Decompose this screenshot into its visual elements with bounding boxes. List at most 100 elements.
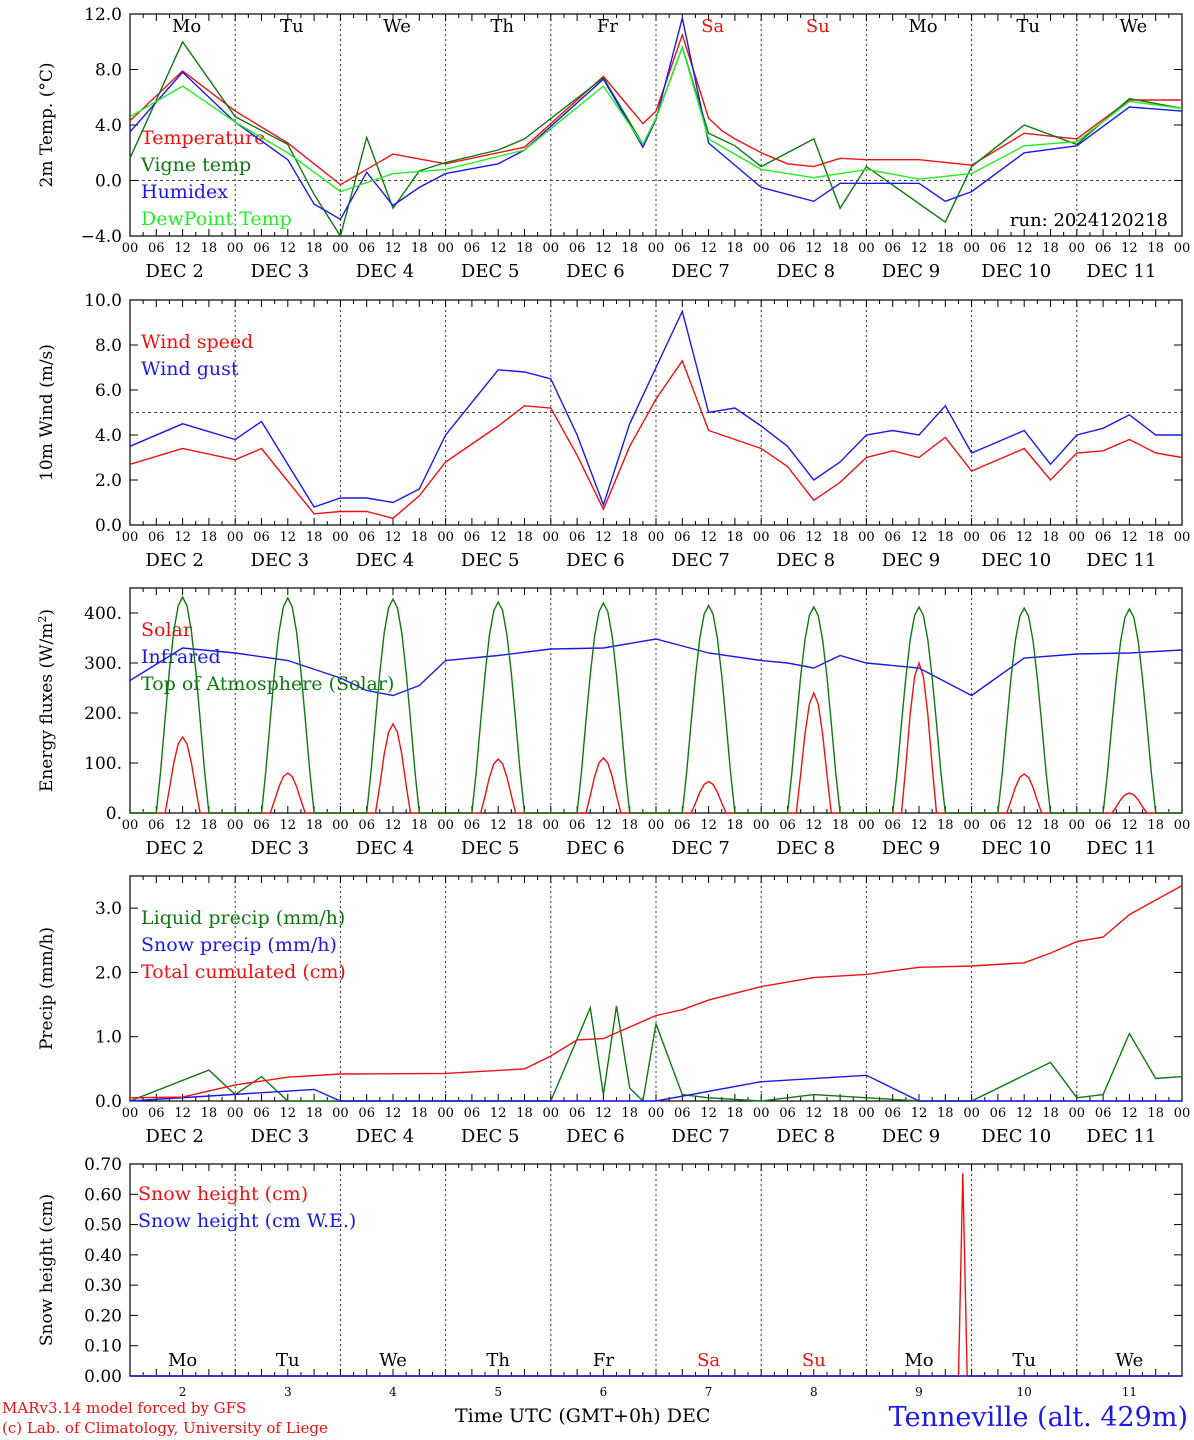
day-number-label: 6 <box>600 1385 608 1399</box>
hour-label: 06 <box>884 818 901 833</box>
hour-label: 12 <box>806 241 823 256</box>
hour-label: 00 <box>1069 530 1086 545</box>
y-axis-label: Energy fluxes (W/m2) <box>36 609 58 792</box>
day-label: DEC 7 <box>671 838 730 859</box>
hour-label: 06 <box>253 1106 270 1121</box>
y-axis-label-superscript: 2 <box>36 616 49 623</box>
hour-label: 12 <box>911 818 928 833</box>
hour-label: 12 <box>490 818 507 833</box>
legend-entry: Liquid precip (mm/h) <box>141 907 345 929</box>
hour-label: 06 <box>148 818 165 833</box>
hour-label: 00 <box>1174 1106 1191 1121</box>
y-tick-label: 0.40 <box>84 1246 122 1266</box>
series-line-infrared <box>129 638 1183 697</box>
hour-label: 12 <box>700 530 717 545</box>
hour-label: 18 <box>411 241 428 256</box>
hour-label: 12 <box>1121 530 1138 545</box>
hour-label: 06 <box>779 241 796 256</box>
day-label: DEC 10 <box>981 261 1051 282</box>
hour-label: 06 <box>358 530 375 545</box>
legend-entry: Infrared <box>141 646 221 668</box>
hour-label: 00 <box>648 818 665 833</box>
y-tick-label: 100. <box>84 754 122 774</box>
hour-label: 18 <box>306 818 323 833</box>
hour-label: 18 <box>1147 530 1164 545</box>
day-label: DEC 8 <box>777 261 836 282</box>
hour-label: 06 <box>569 1106 586 1121</box>
day-number-label: 3 <box>284 1385 292 1399</box>
day-label: DEC 11 <box>1086 1126 1156 1147</box>
hour-label: 12 <box>280 818 297 833</box>
hour-label: 06 <box>1095 241 1112 256</box>
weekday-label: Sa <box>697 1350 720 1371</box>
hour-label: 18 <box>937 1106 954 1121</box>
hour-label: 00 <box>122 818 139 833</box>
legend-entry: Total cumulated (cm) <box>141 961 346 983</box>
hour-label: 12 <box>280 530 297 545</box>
lab-credit: (c) Lab. of Climatology, University of L… <box>2 1419 328 1437</box>
hour-label: 12 <box>700 241 717 256</box>
y-tick-label: 2.0 <box>95 963 122 983</box>
hour-label: 00 <box>1174 818 1191 833</box>
hour-label: 06 <box>990 818 1007 833</box>
hour-label: 18 <box>1147 1106 1164 1121</box>
hour-label: 12 <box>1121 1106 1138 1121</box>
weekday-label: Tu <box>1016 16 1040 37</box>
day-label: DEC 11 <box>1086 261 1156 282</box>
hour-label: 18 <box>937 530 954 545</box>
x-axis-title: Time UTC (GMT+0h) DEC <box>455 1405 711 1427</box>
hour-label: 06 <box>990 241 1007 256</box>
weekday-label: Tu <box>276 1350 300 1371</box>
weekday-label: We <box>1120 16 1148 37</box>
hour-label: 06 <box>884 1106 901 1121</box>
hour-label: 00 <box>963 818 980 833</box>
weekday-label: Mo <box>172 16 201 37</box>
hour-label: 18 <box>411 530 428 545</box>
hour-label: 06 <box>464 241 481 256</box>
y-tick-label: 0.70 <box>84 1155 122 1175</box>
legend-entry: DewPoint Temp <box>141 208 292 230</box>
hour-label: 00 <box>963 530 980 545</box>
day-label: DEC 7 <box>671 550 730 571</box>
hour-label: 18 <box>1042 241 1059 256</box>
day-number-label: 11 <box>1122 1385 1137 1399</box>
hour-label: 18 <box>411 818 428 833</box>
hour-label: 12 <box>1016 241 1033 256</box>
day-number-label: 8 <box>810 1385 818 1399</box>
hour-label: 18 <box>727 1106 744 1121</box>
hour-label: 18 <box>201 1106 218 1121</box>
y-tick-label: 8.0 <box>95 61 122 81</box>
hour-label: 12 <box>806 1106 823 1121</box>
hour-label: 12 <box>385 530 402 545</box>
hour-label: 00 <box>437 241 454 256</box>
hour-label: 18 <box>727 530 744 545</box>
legend-entry: Snow precip (mm/h) <box>141 934 337 956</box>
hour-label: 18 <box>411 1106 428 1121</box>
hour-label: 12 <box>595 530 612 545</box>
hour-label: 06 <box>358 241 375 256</box>
legend-entry: Snow height (cm) <box>138 1183 308 1205</box>
hour-label: 00 <box>332 241 349 256</box>
hour-label: 06 <box>674 530 691 545</box>
hour-label: 18 <box>727 818 744 833</box>
hour-label: 06 <box>148 1106 165 1121</box>
hour-label: 00 <box>1069 1106 1086 1121</box>
hour-label: 12 <box>174 818 191 833</box>
weekday-label: We <box>379 1350 407 1371</box>
weekday-label: Su <box>806 16 830 37</box>
y-tick-label: 0. <box>106 804 122 824</box>
y-tick-label: 300. <box>84 654 122 674</box>
hour-label: 18 <box>727 241 744 256</box>
day-label: DEC 3 <box>251 261 310 282</box>
hour-label: 06 <box>358 818 375 833</box>
hour-label: 06 <box>990 530 1007 545</box>
hour-label: 00 <box>963 1106 980 1121</box>
run-label: run: 2024120218 <box>1010 210 1168 231</box>
day-label: DEC 3 <box>251 1126 310 1147</box>
hour-label: 00 <box>1174 241 1191 256</box>
day-label: DEC 10 <box>981 550 1051 571</box>
hour-label: 18 <box>1147 241 1164 256</box>
hour-label: 18 <box>516 530 533 545</box>
day-label: DEC 8 <box>777 1126 836 1147</box>
day-label: DEC 2 <box>145 838 204 859</box>
